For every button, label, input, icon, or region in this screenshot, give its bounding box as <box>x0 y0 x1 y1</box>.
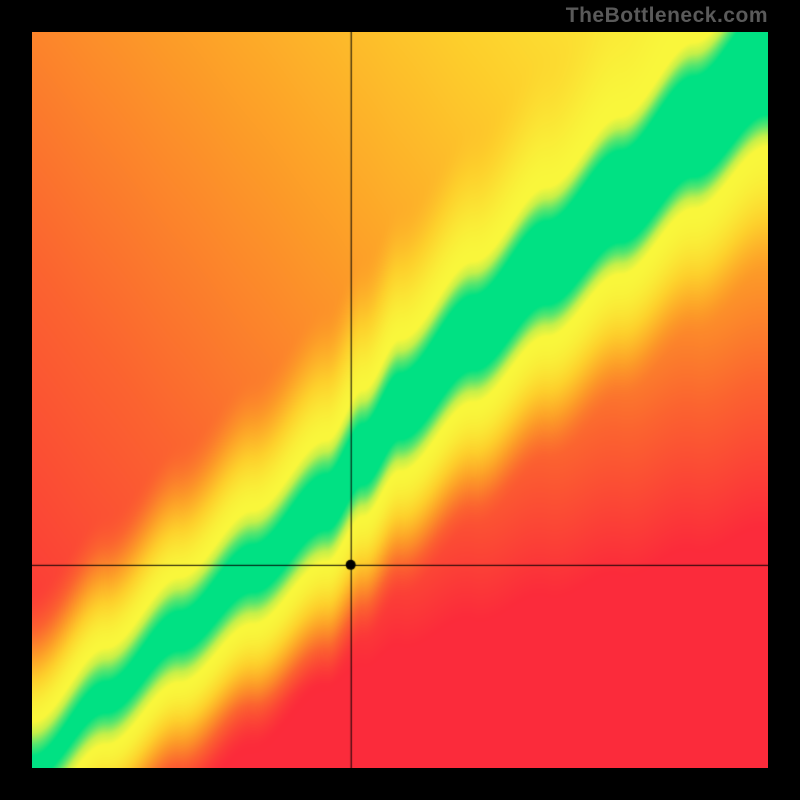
attribution-text: TheBottleneck.com <box>566 4 768 28</box>
overlay-canvas <box>32 32 768 768</box>
plot-area <box>32 32 768 768</box>
chart-container: TheBottleneck.com <box>0 0 800 800</box>
